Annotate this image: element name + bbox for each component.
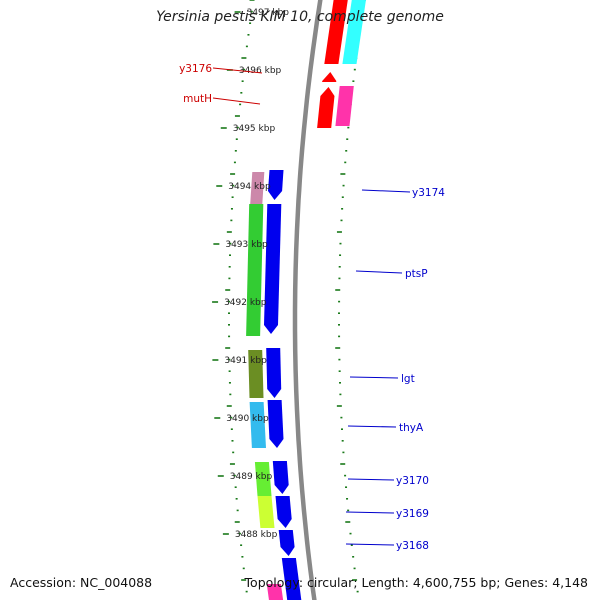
genes-value: 4,148	[552, 575, 588, 590]
scale-label: 3489 kbp	[230, 472, 273, 482]
gene-feature	[324, 0, 348, 64]
feature-track	[246, 0, 366, 600]
gene-label-thyA[interactable]: thyA	[399, 422, 424, 434]
gene-feature	[281, 558, 302, 600]
gene-label-y3168[interactable]: y3168	[396, 540, 429, 552]
gene-leader-line	[345, 511, 395, 514]
gene-leader-line	[345, 543, 395, 546]
gene-leader-line	[347, 478, 395, 481]
topology-label: Topology:	[244, 575, 304, 590]
gene-feature	[275, 496, 292, 528]
gene-feature	[249, 402, 266, 448]
gene-feature	[272, 461, 289, 494]
scale-label: 3491 kbp	[224, 356, 267, 366]
length-value: 4,600,755 bp	[412, 575, 497, 590]
gene-feature	[267, 400, 284, 448]
gene-label-mutH[interactable]: mutH	[183, 93, 212, 105]
gene-leader-line	[347, 425, 397, 428]
gene-feature	[322, 72, 337, 82]
gene-leader-line	[212, 67, 263, 74]
accession-info: Accession: NC_004088	[10, 575, 152, 590]
gene-feature	[342, 0, 366, 64]
outer-tick-ring	[335, 0, 366, 593]
gene-leader-line	[355, 270, 403, 274]
topology-value: circular	[307, 575, 354, 590]
genes-label: Genes:	[504, 575, 549, 590]
scale-label: 3493 kbp	[225, 240, 268, 250]
gene-label-y3169[interactable]: y3169	[396, 508, 429, 520]
scale-label: 3490 kbp	[226, 414, 269, 424]
gene-label-ptsP[interactable]: ptsP	[405, 268, 428, 280]
scale-label: 3492 kbp	[224, 298, 267, 308]
accession-value: NC_004088	[80, 575, 153, 590]
length-label: Length:	[361, 575, 409, 590]
gene-feature	[257, 496, 275, 528]
gene-feature	[317, 87, 335, 128]
gene-feature	[268, 170, 284, 200]
gene-feature	[250, 172, 265, 204]
scale-label: 3496 kbp	[239, 66, 282, 76]
accession-label: Accession:	[10, 575, 77, 590]
gene-feature	[264, 204, 282, 334]
gene-leader-line	[212, 97, 261, 105]
scale-labels: 3497 kbp 3496 kbp 3495 kbp 3494 kbp 3493 kbp…	[212, 8, 289, 540]
gene-label-y3170[interactable]: y3170	[396, 475, 429, 487]
gene-leader-line	[349, 376, 399, 379]
gene-feature	[246, 204, 264, 336]
gene-feature	[248, 350, 264, 398]
scale-label: 3494 kbp	[228, 182, 271, 192]
gene-label-y3176[interactable]: y3176	[179, 63, 212, 75]
scale-label: 3497 kbp	[247, 8, 290, 18]
map-title: Yersinia pestis KIM 10, complete genome	[156, 9, 444, 25]
gene-feature	[335, 86, 354, 126]
gene-leader-line	[361, 189, 411, 193]
scale-label: 3495 kbp	[233, 124, 276, 134]
gene-feature	[266, 584, 284, 600]
gene-label-y3174[interactable]: y3174	[412, 187, 445, 199]
inner-tick-ring	[225, 0, 255, 593]
genome-backbone	[292, 0, 323, 600]
genome-summary: Topology: circular; Length: 4,600,755 bp…	[244, 575, 588, 590]
gene-feature	[266, 348, 282, 398]
gene-labels: y3176 mutH y3174 ptsP lgt thyA y3170 y3169 y3168	[179, 63, 445, 552]
gene-feature	[278, 530, 295, 556]
scale-label: 3488 kbp	[235, 530, 278, 540]
gene-label-lgt[interactable]: lgt	[401, 373, 415, 385]
gene-feature	[254, 462, 272, 496]
